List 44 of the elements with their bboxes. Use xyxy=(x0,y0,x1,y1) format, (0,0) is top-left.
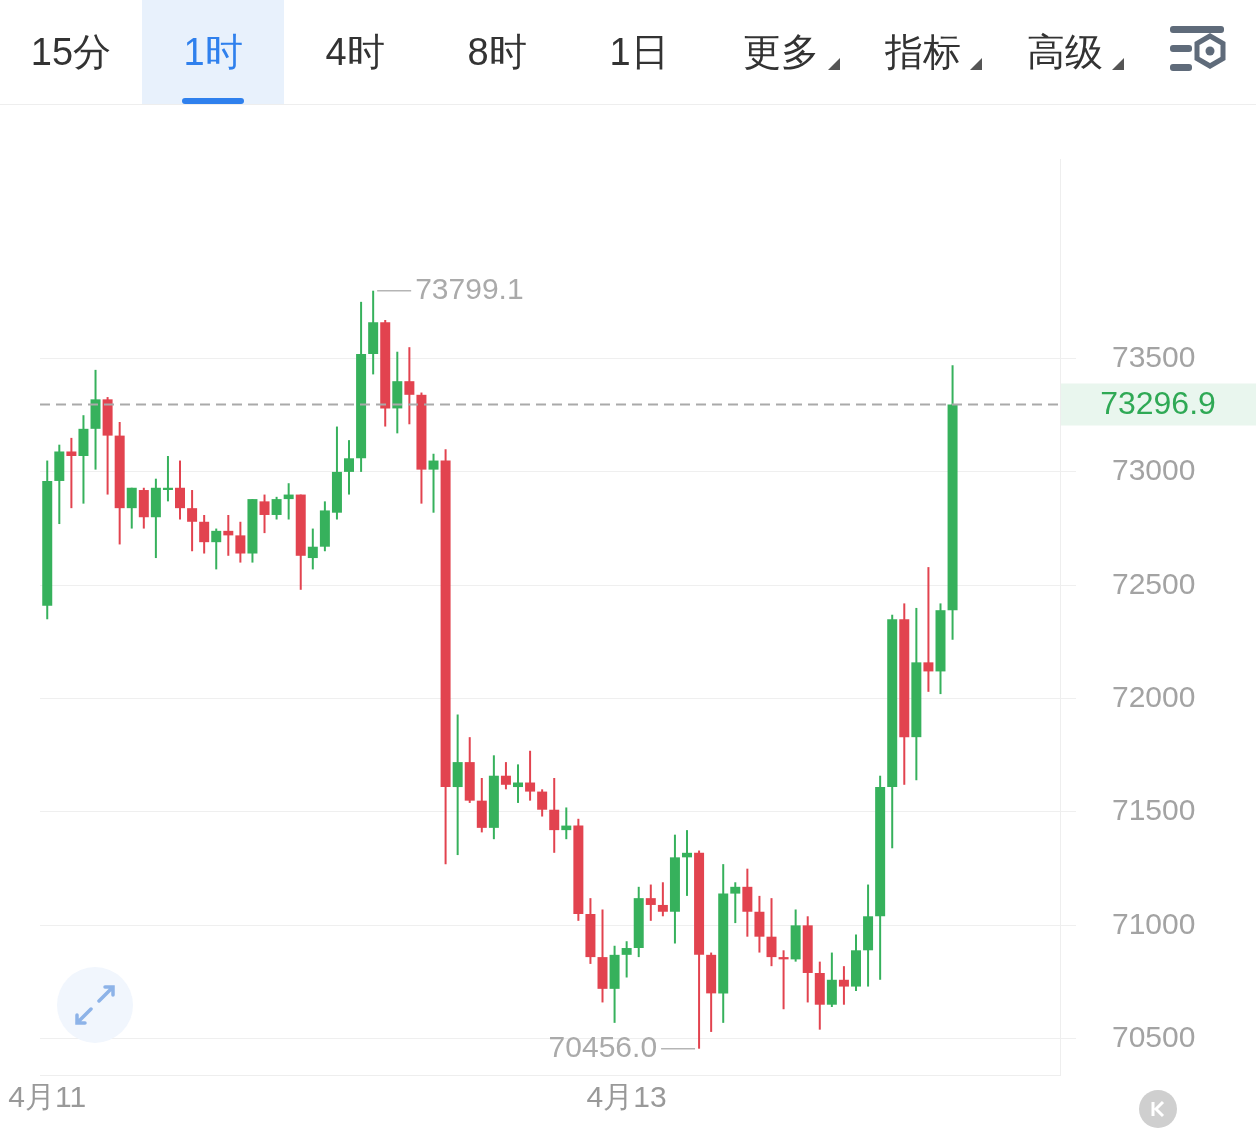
candlestick xyxy=(428,452,439,514)
y-tick-label: 72000 xyxy=(1112,679,1196,713)
candlestick xyxy=(500,761,511,791)
candlestick xyxy=(199,513,210,555)
ref-line-label: 73296.9 xyxy=(1100,385,1216,422)
candlestick xyxy=(211,527,222,571)
text: 4时 xyxy=(325,29,385,75)
candlestick xyxy=(66,436,77,510)
x-tick-label: 4月11 xyxy=(8,1080,87,1114)
candlestick xyxy=(126,486,137,530)
candlestick xyxy=(187,489,198,553)
candlestick xyxy=(271,495,282,521)
candlestick xyxy=(404,346,415,426)
candlestick xyxy=(657,881,668,918)
candlestick xyxy=(525,749,536,802)
y-tick-label: 70500 xyxy=(1112,1019,1196,1053)
text: 8时 xyxy=(467,29,527,75)
candlestick xyxy=(621,940,632,979)
annotation: 70456.0 xyxy=(548,1029,658,1063)
y-tick-label: 71000 xyxy=(1112,906,1196,940)
text: 1日 xyxy=(609,29,669,75)
y-tick-label: 72500 xyxy=(1112,566,1196,600)
candlestick xyxy=(235,520,246,564)
annotation: 73799.1 xyxy=(415,271,524,305)
y-tick-label: 73500 xyxy=(1112,339,1196,373)
candlestick xyxy=(175,459,186,521)
y-tick-label: 71500 xyxy=(1112,793,1196,827)
candlestick xyxy=(838,965,849,1006)
y-tick-label: 73000 xyxy=(1112,453,1196,487)
candlestick xyxy=(645,883,656,922)
candlestick xyxy=(537,788,548,818)
candlestick xyxy=(259,493,270,535)
text: 1时 xyxy=(183,29,243,75)
text: 15分 xyxy=(30,29,112,75)
text: 高级 xyxy=(1027,29,1103,75)
candlestick xyxy=(766,897,777,968)
text: 指标 xyxy=(885,29,961,75)
text: 更多 xyxy=(743,29,819,75)
candlestick xyxy=(730,881,741,925)
candlestick xyxy=(549,776,560,854)
candlestick xyxy=(344,439,355,496)
candlestick xyxy=(307,527,318,571)
candlestick xyxy=(923,566,934,693)
x-tick-label: 4月13 xyxy=(586,1080,667,1114)
